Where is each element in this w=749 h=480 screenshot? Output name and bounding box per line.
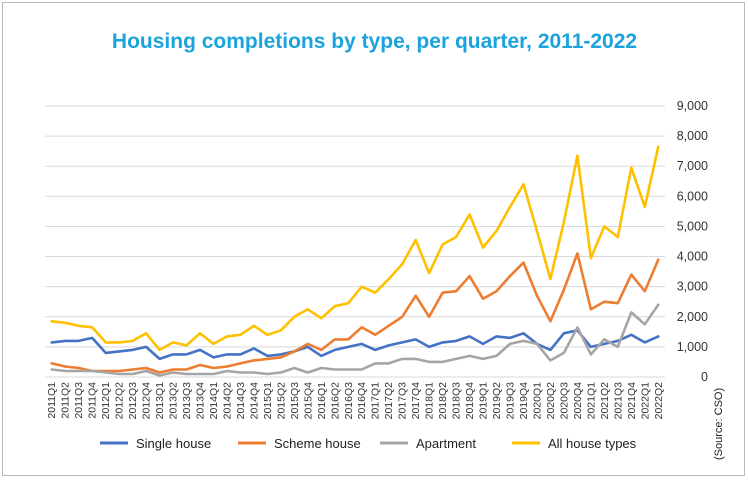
x-tick-label: 2018Q3 [451,382,463,420]
x-tick-label: 2013Q1 [154,382,166,420]
x-tick-label: 2018Q1 [424,382,436,420]
x-tick-label: 2017Q2 [383,382,395,420]
chart-frame [2,2,745,476]
x-tick-label: 2012Q4 [141,382,153,420]
x-tick-label: 2017Q4 [410,382,422,420]
series-lines [50,145,660,377]
y-tick-label: 7,000 [677,159,708,173]
x-tick-label: 2019Q4 [518,382,530,420]
legend-label: Single house [136,436,211,451]
series-line-scheme-house [50,252,660,374]
legend: Single house Scheme house Apartment All hou… [100,436,637,451]
y-tick-label: 2,000 [677,310,708,324]
x-tick-label: 2018Q4 [464,382,476,420]
y-tick-label: 0 [701,370,708,384]
x-tick-label: 2016Q1 [316,382,328,420]
chart-title: Housing completions by type, per quarter… [111,30,638,53]
x-tick-label: 2013Q3 [181,382,193,420]
legend-label: Apartment [416,436,476,451]
gridlines [45,105,665,378]
y-tick-label: 5,000 [677,219,708,233]
series-line-single-house [50,328,660,361]
x-tick-label: 2013Q4 [195,382,207,420]
x-tick-label: 2022Q2 [653,382,665,420]
y-tick-label: 9,000 [677,99,708,113]
x-tick-label: 2020Q1 [531,382,543,420]
x-tick-label: 2021Q1 [585,382,597,420]
x-tick-label: 2011Q1 [46,382,58,419]
y-tick-label: 3,000 [677,280,708,294]
x-tick-label: 2015Q4 [302,382,314,420]
x-tick-label: 2011Q4 [87,382,99,419]
series-line-all-house-types [50,145,660,352]
series-line-apartment [50,303,660,377]
x-tick-label: 2017Q3 [397,382,409,420]
x-tick-label: 2014Q1 [208,382,220,420]
y-tick-label: 8,000 [677,129,708,143]
x-tick-label: 2011Q3 [73,382,85,419]
x-tick-label: 2019Q1 [478,382,490,420]
x-tick-label: 2021Q2 [599,382,611,420]
x-tick-label: 2020Q4 [572,382,584,420]
legend-label: All house types [548,436,637,451]
x-tick-label: 2021Q4 [626,382,638,420]
x-tick-label: 2016Q2 [329,382,341,420]
x-tick-label: 2016Q4 [356,382,368,420]
x-tick-label: 2012Q1 [100,382,112,420]
x-tick-label: 2015Q2 [275,382,287,420]
x-tick-label: 2014Q4 [248,382,260,420]
x-tick-label: 2012Q2 [114,382,126,420]
x-tick-label: 2015Q1 [262,382,274,420]
y-axis-ticks: 0 1,000 2,000 3,000 4,000 5,000 6,000 7,000 8,00… [677,99,708,384]
y-tick-label: 4,000 [677,250,708,264]
x-tick-label: 2015Q3 [289,382,301,420]
x-tick-label: 2019Q2 [491,382,503,420]
source-note: (Source: CSO) [713,388,725,460]
x-tick-label: 2014Q2 [221,382,233,420]
x-tick-label: 2012Q3 [127,382,139,420]
x-tick-label: 2021Q3 [612,382,624,420]
y-tick-label: 6,000 [677,189,708,203]
x-tick-label: 2018Q2 [437,382,449,420]
x-tick-label: 2022Q1 [639,382,651,420]
x-tick-label: 2017Q1 [370,382,382,420]
x-tick-label: 2020Q2 [545,382,557,420]
x-tick-label: 2014Q3 [235,382,247,420]
y-tick-label: 1,000 [677,340,708,354]
x-tick-label: 2019Q3 [505,382,517,420]
legend-label: Scheme house [274,436,361,451]
x-tick-label: 2016Q3 [343,382,355,420]
x-tick-label: 2011Q2 [60,382,72,419]
x-tick-label: 2020Q3 [558,382,570,420]
x-tick-label: 2013Q2 [168,382,180,420]
x-axis-ticks: 2011Q1 2011Q2 2011Q3 2011Q4 2012Q1 2012Q2 2012… [46,382,665,420]
